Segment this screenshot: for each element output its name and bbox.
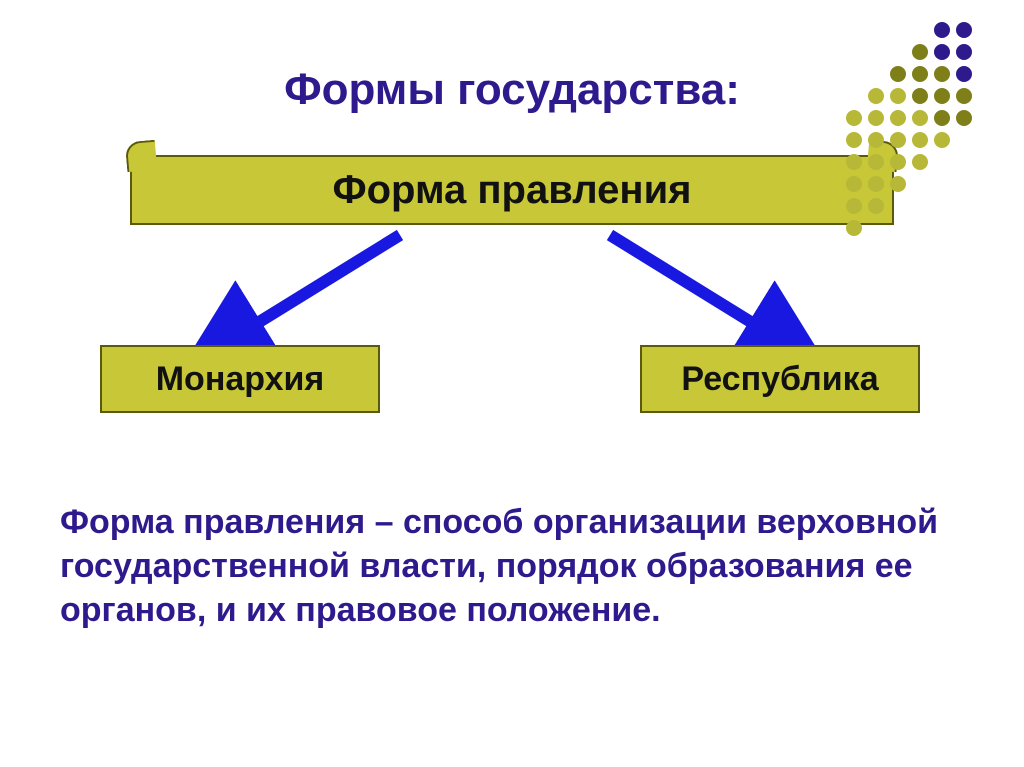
dot-icon bbox=[890, 154, 906, 170]
scroll-banner: Форма правления bbox=[130, 145, 894, 235]
arrow-left-line bbox=[230, 235, 400, 340]
dot-grid-icon bbox=[844, 20, 1004, 260]
definition-text: Форма правления – способ организации вер… bbox=[60, 500, 960, 633]
dot-icon bbox=[846, 110, 862, 126]
dot-icon bbox=[912, 110, 928, 126]
box-republic-label: Республика bbox=[681, 360, 878, 399]
dot-icon bbox=[956, 22, 972, 38]
box-monarchy: Монархия bbox=[100, 345, 380, 413]
dot-icon bbox=[934, 110, 950, 126]
dot-icon bbox=[868, 88, 884, 104]
dot-icon bbox=[846, 132, 862, 148]
dot-icon bbox=[890, 88, 906, 104]
dot-icon bbox=[912, 44, 928, 60]
dot-icon bbox=[912, 132, 928, 148]
dot-icon bbox=[912, 154, 928, 170]
dot-icon bbox=[846, 220, 862, 236]
dot-icon bbox=[934, 132, 950, 148]
box-monarchy-label: Монархия bbox=[156, 360, 325, 399]
dot-icon bbox=[890, 110, 906, 126]
dot-icon bbox=[890, 132, 906, 148]
dot-icon bbox=[956, 88, 972, 104]
dot-icon bbox=[934, 22, 950, 38]
dot-icon bbox=[890, 176, 906, 192]
definition-term: Форма правления – bbox=[60, 503, 394, 541]
dot-icon bbox=[868, 154, 884, 170]
dot-icon bbox=[934, 44, 950, 60]
title-text: Формы государства: bbox=[284, 65, 740, 114]
box-republic: Республика bbox=[640, 345, 920, 413]
dot-icon bbox=[934, 66, 950, 82]
dot-icon bbox=[868, 132, 884, 148]
arrow-right-line bbox=[610, 235, 780, 340]
dot-icon bbox=[846, 154, 862, 170]
dot-icon bbox=[846, 198, 862, 214]
dot-icon bbox=[912, 88, 928, 104]
dot-icon bbox=[868, 176, 884, 192]
dot-icon bbox=[956, 66, 972, 82]
dot-icon bbox=[934, 88, 950, 104]
dot-icon bbox=[956, 110, 972, 126]
banner-body: Форма правления bbox=[130, 155, 894, 225]
dot-icon bbox=[846, 176, 862, 192]
banner-text: Форма правления bbox=[332, 168, 691, 213]
scroll-curl-left-icon bbox=[125, 140, 158, 173]
dot-icon bbox=[868, 110, 884, 126]
dot-icon bbox=[912, 66, 928, 82]
dot-icon bbox=[890, 66, 906, 82]
dot-icon bbox=[868, 198, 884, 214]
dot-icon bbox=[956, 44, 972, 60]
